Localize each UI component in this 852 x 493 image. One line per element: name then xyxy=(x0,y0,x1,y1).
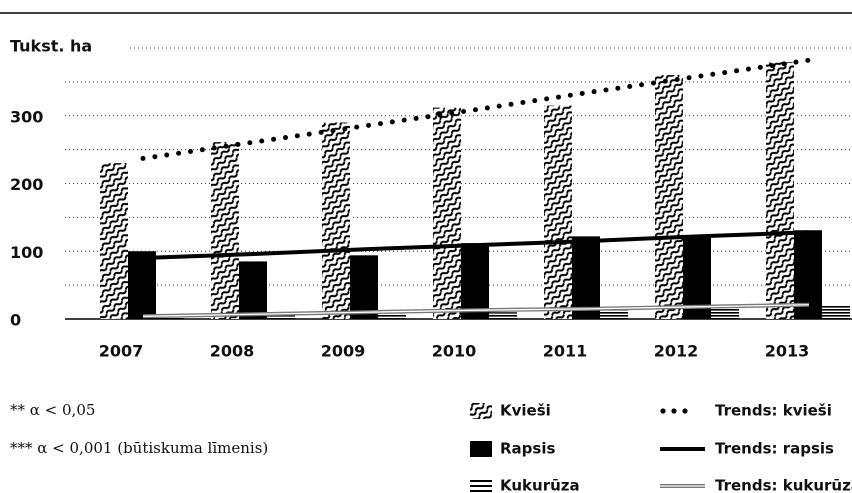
legend-swatch xyxy=(470,485,492,487)
bar xyxy=(489,312,517,319)
x-tick-label: 2013 xyxy=(765,342,810,361)
legend-swatch xyxy=(660,408,666,414)
bar xyxy=(655,75,683,319)
x-tick-label: 2009 xyxy=(321,342,366,361)
legend-label: Kukurūza xyxy=(500,477,580,493)
legend-swatch xyxy=(470,403,492,419)
legend-label: Trends: rapsis xyxy=(715,440,834,458)
bar xyxy=(544,105,572,320)
bar xyxy=(433,107,461,320)
y-tick-label: 200 xyxy=(10,175,43,194)
footnote: ** α < 0,05 xyxy=(10,401,95,419)
x-tick-label: 2011 xyxy=(543,342,588,361)
x-tick-label: 2010 xyxy=(432,342,477,361)
legend-swatch xyxy=(470,490,492,492)
legend-swatch xyxy=(671,408,677,414)
bar xyxy=(211,142,239,319)
bar xyxy=(711,307,739,319)
legend-label: Trends: kukurūza xyxy=(715,477,852,493)
bar xyxy=(572,236,600,319)
bar xyxy=(461,243,489,319)
legend-swatch xyxy=(682,408,688,414)
legend-swatch xyxy=(470,441,492,457)
bar xyxy=(350,255,378,319)
bar xyxy=(128,251,156,319)
legend-label: Rapsis xyxy=(500,440,555,458)
footnote: *** α < 0,001 (būtiskuma līmenis) xyxy=(10,439,268,457)
bar xyxy=(267,314,295,319)
y-axis-label: Tukst. ha xyxy=(10,37,92,56)
y-tick-label: 0 xyxy=(10,311,21,330)
trend-line xyxy=(140,57,812,161)
trend-line-inner xyxy=(142,304,810,317)
legend-label: Trends: kvieši xyxy=(715,402,832,420)
y-tick-label: 300 xyxy=(10,107,43,126)
bar xyxy=(378,313,406,319)
x-tick-label: 2012 xyxy=(654,342,699,361)
bar xyxy=(766,62,794,319)
bar xyxy=(322,122,350,320)
y-tick-label: 100 xyxy=(10,243,43,262)
legend-label: Kvieši xyxy=(500,402,551,420)
legend-swatch xyxy=(470,480,492,482)
bar xyxy=(100,163,128,319)
bar xyxy=(239,261,267,319)
trend-line xyxy=(142,230,810,261)
bar xyxy=(600,310,628,319)
bar xyxy=(822,305,850,319)
x-tick-label: 2007 xyxy=(99,342,144,361)
x-tick-label: 2008 xyxy=(210,342,255,361)
